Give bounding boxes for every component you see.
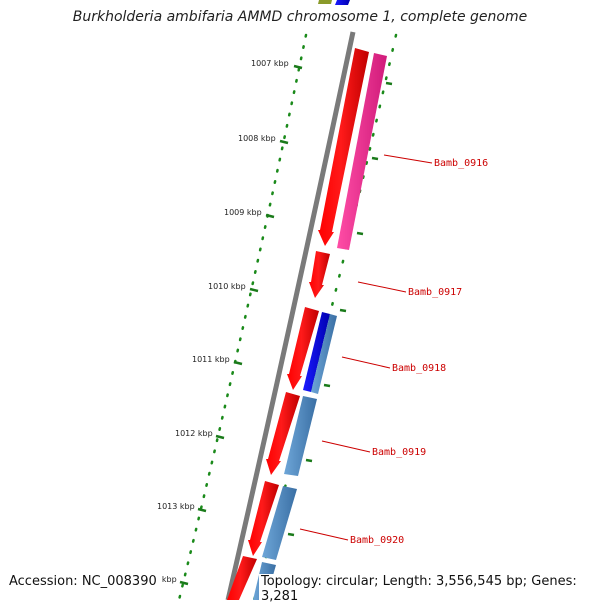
tick-label-1010: 1010 kbp	[208, 282, 246, 291]
feature-blue-top[interactable]	[335, 0, 350, 5]
gene-label-bamb0918[interactable]: Bamb_0918	[392, 363, 446, 374]
gene-label-bamb0917[interactable]: Bamb_0917	[408, 287, 462, 298]
gene-label-bamb0916[interactable]: Bamb_0916	[434, 158, 488, 169]
tick-label-1011: 1011 kbp	[192, 355, 230, 364]
cds-bamb0919-outer[interactable]	[284, 396, 317, 476]
cds-bamb0920-outer[interactable]	[262, 486, 297, 560]
tick-label-1008: 1008 kbp	[238, 134, 276, 143]
cds-bamb0920-inner[interactable]	[248, 481, 279, 556]
cds-bamb0916-inner[interactable]	[318, 48, 369, 246]
genome-info-text: Topology: circular; Length: 3,556,545 bp…	[259, 574, 600, 604]
gene-leader-lines	[299, 154, 433, 541]
gene-label-bamb0920[interactable]: Bamb_0920	[350, 535, 404, 546]
tick-marks	[179, 64, 303, 586]
cds-next-inner[interactable]	[227, 556, 257, 600]
cds-bamb0918-outer-blue[interactable]	[303, 312, 330, 392]
cds-bamb0918-outer-steel[interactable]	[311, 314, 337, 394]
tick-label-1012: 1012 kbp	[175, 429, 213, 438]
cds-bamb0916-outer[interactable]	[337, 53, 387, 250]
map-title: Burkholderia ambifaria AMMD chromosome 1…	[72, 9, 528, 25]
feature-olive-top[interactable]	[318, 0, 332, 4]
chromosome-backbone	[225, 31, 356, 600]
accession-text: Accession: NC_008390	[7, 574, 159, 589]
cds-bamb0919-inner[interactable]	[266, 392, 300, 475]
outer-track-dashes	[287, 81, 393, 537]
cds-bamb0918-inner[interactable]	[287, 307, 319, 390]
cds-bamb0917-inner[interactable]	[309, 251, 330, 298]
tick-label-1007: 1007 kbp	[251, 59, 289, 68]
gene-label-bamb0919[interactable]: Bamb_0919	[372, 447, 426, 458]
tick-label-1009: 1009 kbp	[224, 208, 262, 217]
tick-label-1013: 1013 kbp	[157, 502, 195, 511]
